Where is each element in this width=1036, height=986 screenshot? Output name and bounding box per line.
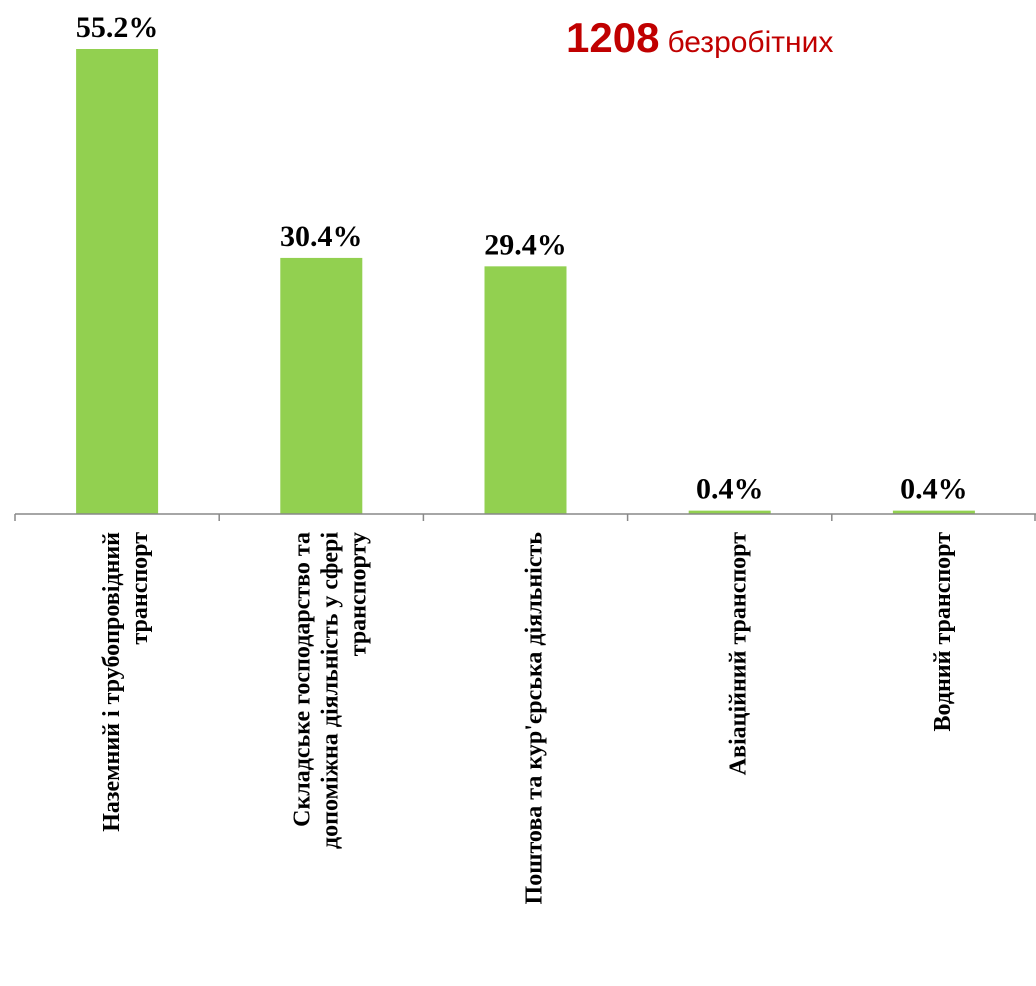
data-label: 29.4% bbox=[484, 228, 567, 261]
category-label-line: транспорту bbox=[345, 532, 371, 656]
unemployed-headline: 1208 безробітних bbox=[566, 14, 833, 62]
category-label-line: Авіаційний транспорт bbox=[726, 532, 752, 776]
category-label-text: Наземний і трубопровіднийтранспорт bbox=[99, 532, 153, 832]
category-labels-group: Наземний і трубопровіднийтранспорт Складс… bbox=[99, 532, 956, 905]
category-label: Складське господарство тадопоміжна діяль… bbox=[289, 532, 371, 849]
category-label-line: Наземний і трубопровідний bbox=[99, 532, 125, 832]
bar bbox=[892, 510, 975, 514]
data-label: 55.2% bbox=[76, 11, 159, 44]
category-label-text: Водний транспорт bbox=[930, 532, 956, 732]
bar bbox=[484, 266, 567, 514]
unemployed-count: 1208 bbox=[566, 14, 660, 61]
bar bbox=[688, 510, 771, 514]
data-label: 0.4% bbox=[696, 473, 764, 506]
category-label: Поштова та кур'єрська діяльність bbox=[522, 532, 548, 905]
data-label: 0.4% bbox=[900, 473, 968, 506]
category-label-line: допоміжна діяльність у сфері bbox=[317, 532, 343, 849]
data-label: 30.4% bbox=[280, 220, 363, 253]
bar bbox=[280, 257, 363, 514]
category-label: Водний транспорт bbox=[930, 532, 956, 732]
bar bbox=[76, 49, 159, 514]
category-label-line: Складське господарство та bbox=[289, 532, 315, 827]
category-label: Наземний і трубопровіднийтранспорт bbox=[99, 532, 153, 832]
category-label-text: Авіаційний транспорт bbox=[726, 532, 752, 776]
x-axis bbox=[14, 513, 1036, 521]
category-label-line: транспорт bbox=[127, 532, 153, 645]
category-label-line: Поштова та кур'єрська діяльність bbox=[522, 532, 548, 905]
unemployed-word: безробітних bbox=[667, 26, 834, 59]
category-label-text: Поштова та кур'єрська діяльність bbox=[522, 532, 548, 905]
category-label-line: Водний транспорт bbox=[930, 532, 956, 732]
data-labels-group: 55.2% 30.4% 29.4% 0.4% 0.4% bbox=[76, 11, 968, 506]
category-label-text: Складське господарство тадопоміжна діяль… bbox=[289, 532, 371, 849]
bars-group bbox=[76, 49, 975, 514]
category-label: Авіаційний транспорт bbox=[726, 532, 752, 776]
